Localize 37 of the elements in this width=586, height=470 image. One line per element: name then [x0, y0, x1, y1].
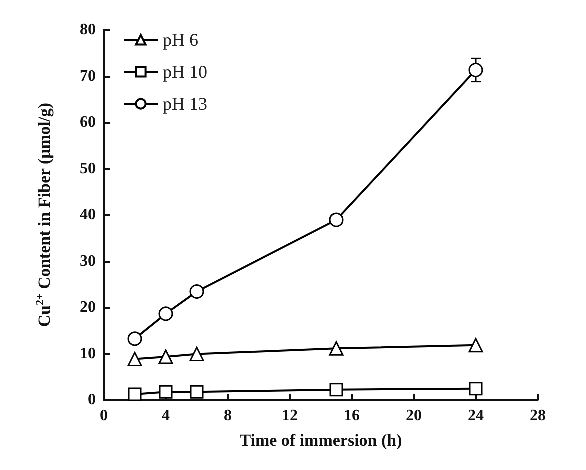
y-tick-label: 20 [80, 299, 96, 316]
point [469, 382, 483, 396]
legend-label: pH 13 [163, 94, 208, 114]
point [159, 385, 173, 399]
legend-label: pH 10 [163, 62, 208, 82]
y-tick-label: 40 [80, 206, 96, 224]
y-tick-label: 10 [80, 345, 96, 362]
point [329, 212, 344, 228]
point [468, 62, 484, 78]
point [128, 388, 142, 402]
point [190, 346, 204, 362]
x-tick-label: 24 [468, 408, 484, 424]
x-tick-label: 16 [344, 408, 360, 424]
point [158, 350, 174, 364]
x-tick-label: 8 [224, 408, 232, 424]
point [330, 383, 344, 397]
x-tick-label: 12 [282, 408, 298, 424]
point [190, 284, 204, 300]
x-axis-title: Time of immersion (h) [240, 431, 402, 450]
y-tick-label: 80 [80, 22, 96, 38]
point [329, 341, 344, 356]
point [468, 338, 484, 353]
legend-label: pH 6 [163, 30, 198, 50]
x-tick-label: 28 [530, 408, 546, 424]
y-axis-title: Cu2+ Content in Fiber (μmol/g) [34, 102, 54, 328]
point [190, 385, 204, 399]
x-tick-label: 0 [100, 408, 108, 424]
y-tick-label: 50 [80, 160, 96, 178]
point [128, 332, 142, 346]
y-tick-label: 0 [88, 392, 96, 408]
y-tick-label: 60 [80, 114, 96, 131]
y-tick-label: 70 [80, 68, 96, 85]
point [128, 352, 142, 367]
x-tick-label: 20 [406, 408, 422, 424]
y-tick-label: 30 [80, 252, 96, 270]
x-tick-label: 4 [162, 408, 170, 424]
point [158, 306, 174, 322]
